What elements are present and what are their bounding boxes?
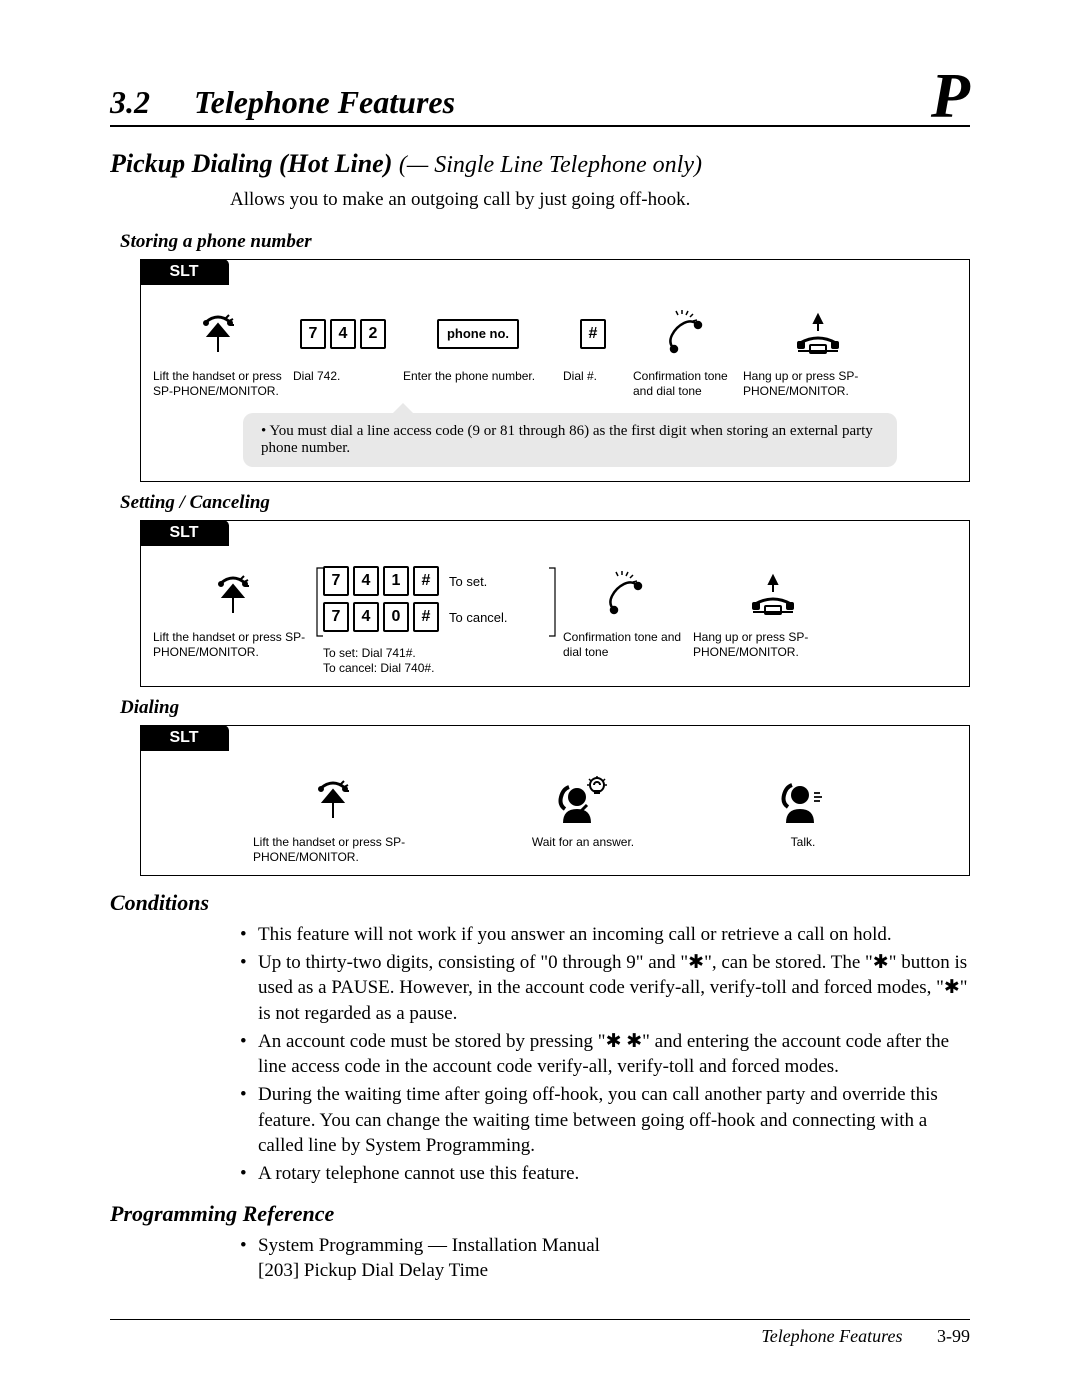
set-row: 7 4 1 # To set. [323,566,487,596]
box3-heading: Dialing [120,697,970,719]
box2-step1: Lift the handset or press SP-PHONE/MONIT… [153,630,313,660]
phone-no-key: phone no. [437,319,519,349]
key-7: 7 [300,319,326,349]
progref-line1: System Programming — Installation Manual [258,1235,600,1256]
feature-title-main: Pickup Dialing (Hot Line) [110,149,392,178]
hangup-phone-icon [790,305,846,363]
section-number: 3.2 [110,84,150,120]
section-title: Telephone Features [194,84,455,120]
box1-step1: Lift the handset or press SP-PHONE/MONIT… [153,369,283,399]
box2-step4: Hang up or press SP-PHONE/MONITOR. [693,630,853,660]
box2-step2a: To set: Dial 741#. [323,646,416,660]
set-label: To set. [449,574,487,589]
section-letter: P [931,70,970,121]
progref-line2: [203] Pickup Dial Delay Time [258,1260,488,1281]
progref-list: System Programming — Installation Manual… [240,1233,970,1284]
key-2: 2 [360,319,386,349]
box2-step3: Confirmation tone and dial tone [563,630,683,660]
lift-handset-icon [311,771,355,829]
hash-key: # [580,319,606,349]
page-header: 3.2 Telephone Features P [110,70,970,127]
key-4: 4 [353,566,379,596]
person-talk-icon [780,771,826,829]
box1-step4: Dial #. [563,369,597,384]
key-0: 0 [383,602,409,632]
box1-heading: Storing a phone number [120,231,970,253]
box-setting: SLT Lift the handset or press SP-PHONE/M… [140,520,970,687]
progref-heading: Programming Reference [110,1201,970,1227]
box1-note-text: You must dial a line access code (9 or 8… [261,423,873,456]
person-ring-icon [555,771,611,829]
key-7: 7 [323,602,349,632]
progref-item: System Programming — Installation Manual… [240,1233,970,1284]
lift-handset-icon [196,305,240,363]
bracket-right-icon [547,566,557,638]
box3-step1: Lift the handset or press SP-PHONE/MONIT… [253,835,413,865]
intro-text: Allows you to make an outgoing call by j… [230,189,970,211]
box1-step6: Hang up or press SP-PHONE/MONITOR. [743,369,893,399]
dial-keys-742: 7 4 2 [300,319,386,349]
cond-item: Up to thirty-two digits, consisting of "… [240,950,970,1027]
cond-item: An account code must be stored by pressi… [240,1029,970,1080]
slt-tab-3: SLT [140,725,229,751]
tone-handset-icon [598,566,648,624]
key-1: 1 [383,566,409,596]
box-storing: SLT Lift the handset or press SP-PHONE/M… [140,259,970,482]
conditions-list: This feature will not work if you answer… [240,922,970,1186]
box1-step5: Confirmation tone and dial tone [633,369,733,399]
footer-title: Telephone Features [761,1326,902,1346]
page-footer: Telephone Features 3-99 [110,1319,970,1347]
slt-tab: SLT [140,259,229,285]
box2-heading: Setting / Canceling [120,492,970,514]
footer-page: 3-99 [937,1326,970,1346]
key-4: 4 [330,319,356,349]
key-hash: # [413,566,439,596]
box1-step3: Enter the phone number. [403,369,535,384]
feature-title-note: (— Single Line Telephone only) [399,152,702,178]
box3-step3: Talk. [791,835,816,850]
cancel-row: 7 4 0 # To cancel. [323,602,508,632]
cond-item: This feature will not work if you answer… [240,922,970,948]
key-4: 4 [353,602,379,632]
box2-step2b: To cancel: Dial 740#. [323,661,434,675]
slt-tab-2: SLT [140,520,229,546]
tone-handset-icon [658,305,708,363]
cond-item: During the waiting time after going off-… [240,1082,970,1159]
cond-item: A rotary telephone cannot use this featu… [240,1161,970,1187]
bracket-left-icon [315,566,325,638]
box1-note: • You must dial a line access code (9 or… [243,413,897,467]
conditions-heading: Conditions [110,890,970,916]
key-hash: # [413,602,439,632]
box3-step2: Wait for an answer. [532,835,634,850]
box-dialing: SLT Lift the handset or press SP-PHONE/M… [140,725,970,876]
box1-step2: Dial 742. [293,369,340,384]
feature-title: Pickup Dialing (Hot Line) (— Single Line… [110,149,970,179]
key-7: 7 [323,566,349,596]
cancel-label: To cancel. [449,610,508,625]
hangup-phone-icon [745,566,801,624]
lift-handset-icon [211,566,255,624]
